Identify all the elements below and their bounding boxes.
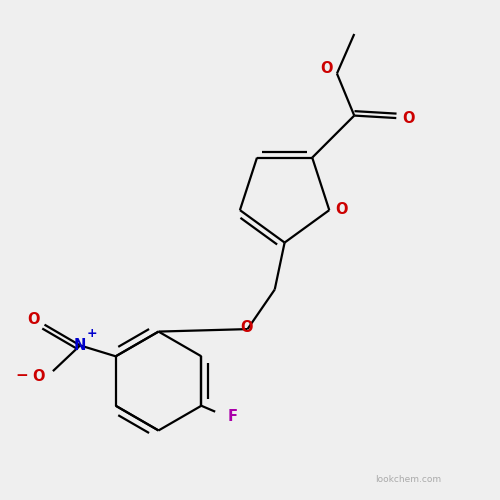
Text: O: O — [32, 368, 44, 384]
Text: O: O — [320, 61, 332, 76]
Text: O: O — [240, 320, 252, 334]
Text: N: N — [74, 338, 86, 353]
Text: +: + — [86, 327, 98, 340]
Text: lookchem.com: lookchem.com — [375, 476, 442, 484]
Text: O: O — [336, 202, 348, 216]
Text: F: F — [228, 409, 238, 424]
Text: O: O — [28, 312, 40, 327]
Text: −: − — [16, 368, 28, 382]
Text: O: O — [402, 110, 415, 126]
